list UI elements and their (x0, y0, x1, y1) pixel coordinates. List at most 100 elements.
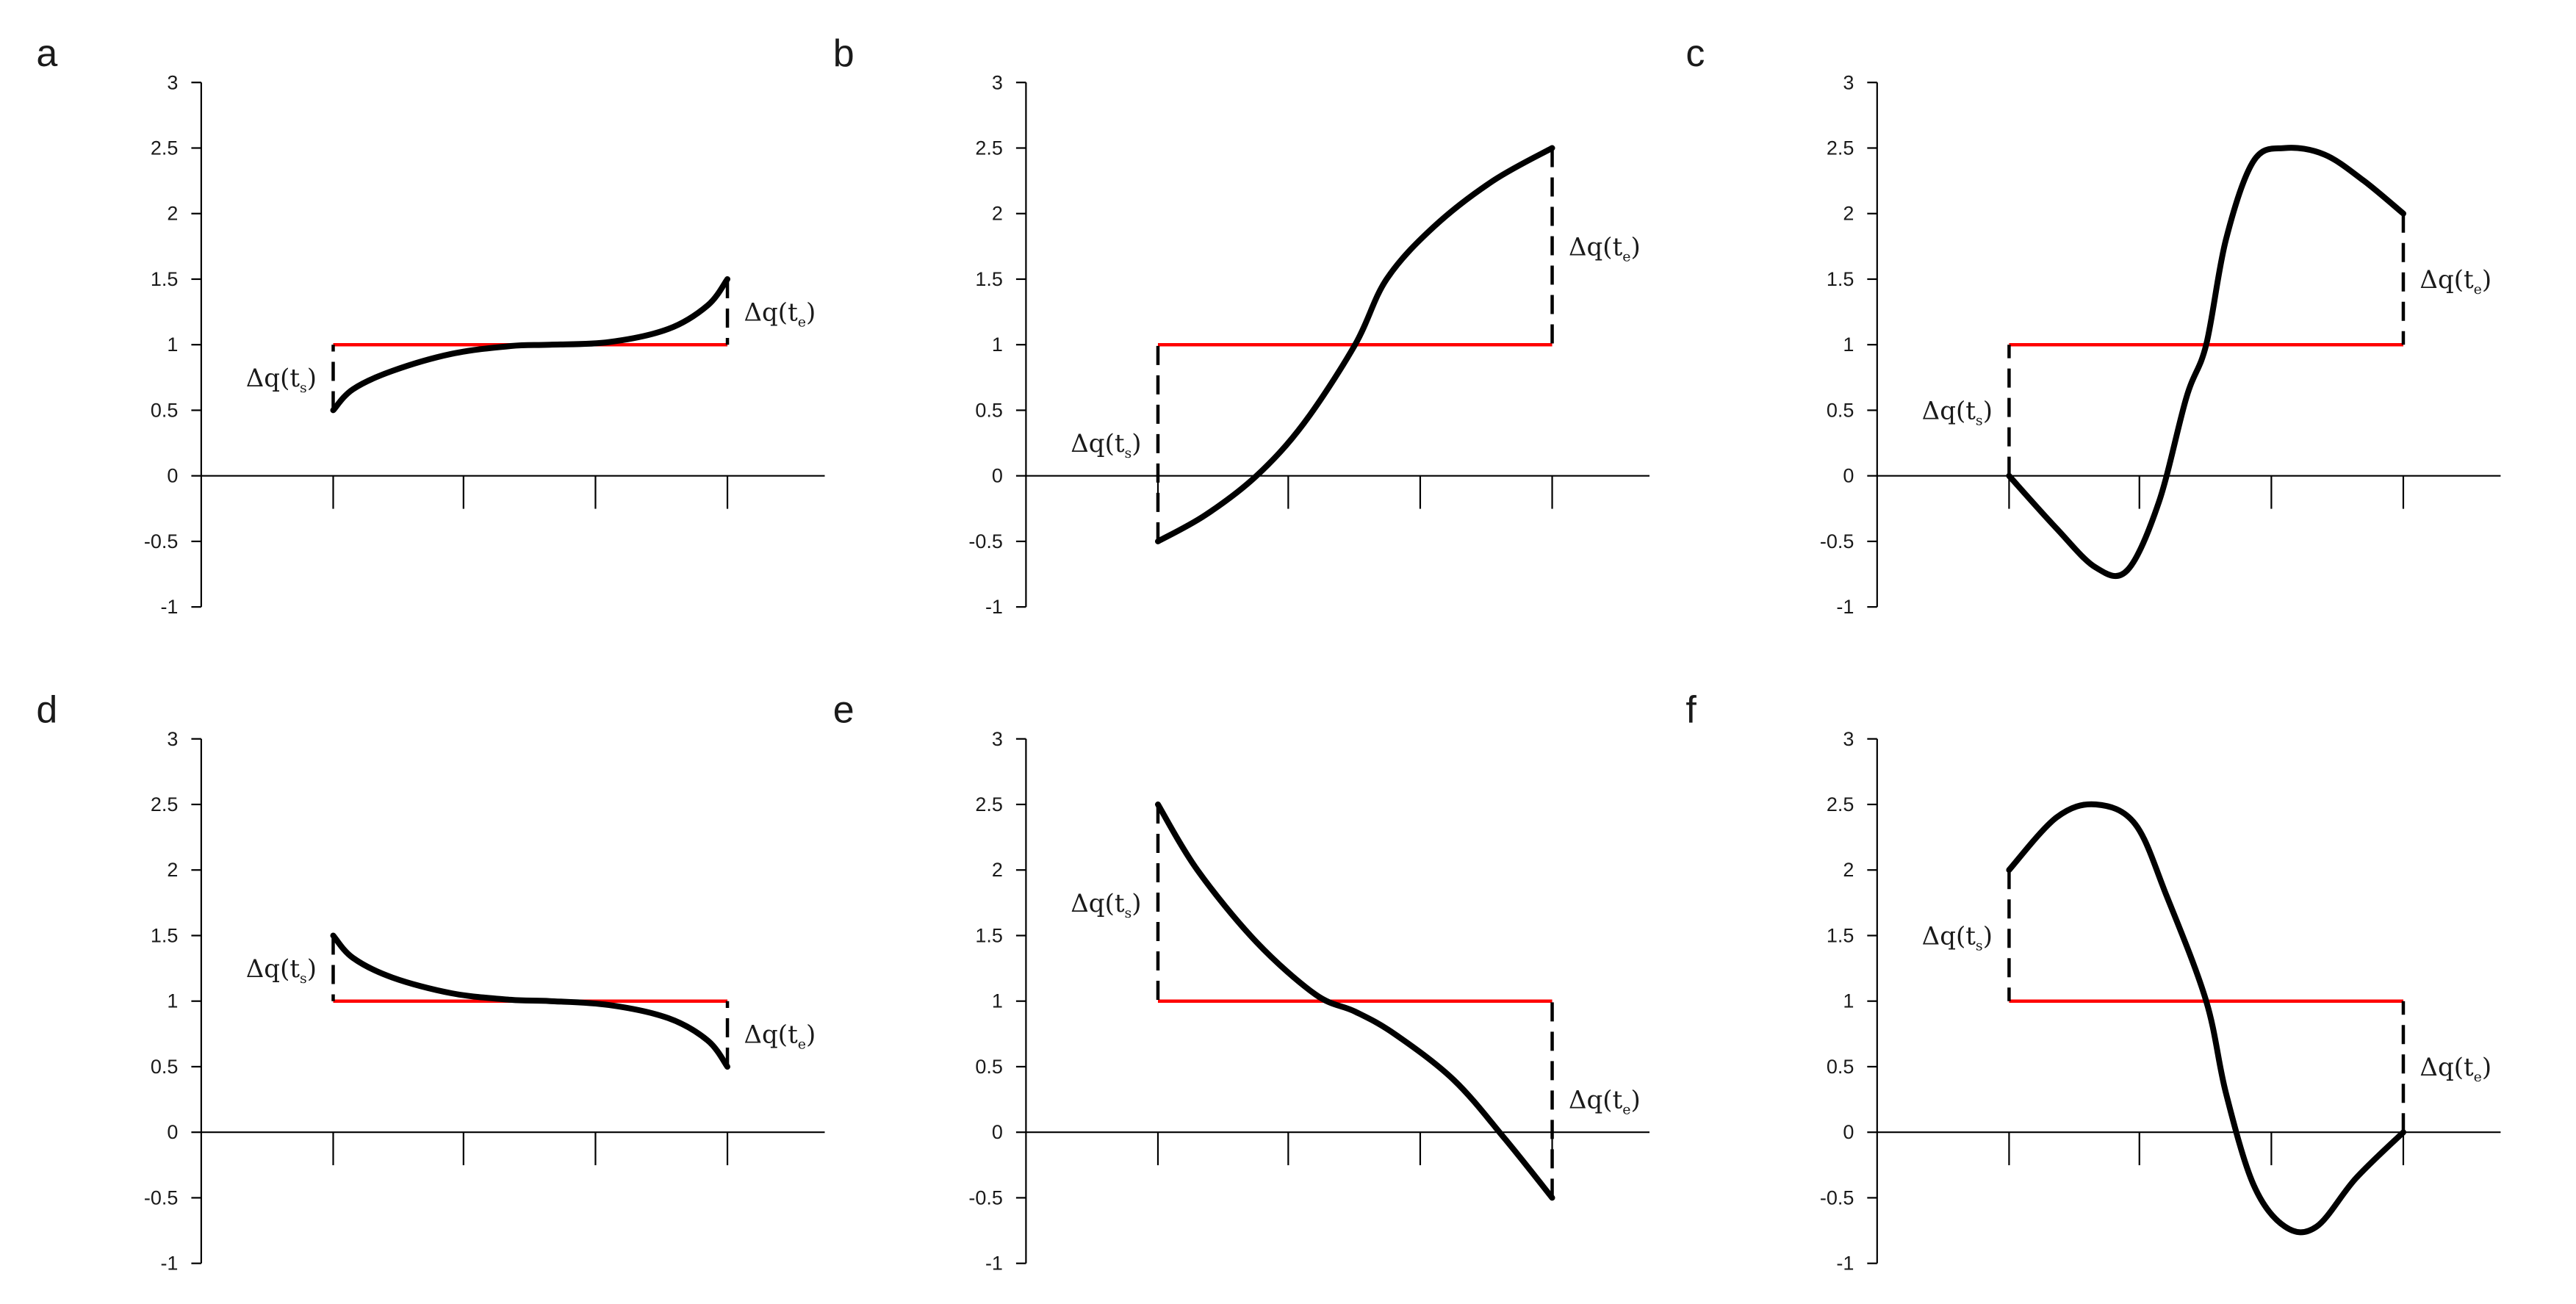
y-tick-label: 2 (992, 859, 1003, 881)
delta-label-close: ) (1983, 921, 1993, 951)
y-tick-label: 1.5 (1827, 268, 1854, 290)
y-tick-label: -0.5 (1820, 1186, 1854, 1208)
y-tick-label: 2 (167, 203, 178, 225)
delta-label-subscript: e (2474, 1069, 2482, 1085)
delta-label-end: Δq(te) (744, 1020, 816, 1052)
delta-label-main: Δq(t (1071, 429, 1125, 458)
delta-label-subscript: e (2474, 281, 2482, 298)
delta-label-subscript: e (798, 1036, 806, 1052)
data-curve (1155, 802, 1555, 1201)
y-tick-label: 3 (1843, 71, 1854, 93)
y-tick-label: 2.5 (1827, 793, 1854, 815)
delta-label-main: Δq(t (1569, 1086, 1623, 1115)
y-tick-label: 0 (167, 1121, 178, 1143)
panel-label: d (36, 688, 57, 731)
y-tick-label: 2.5 (151, 137, 179, 159)
y-tick-label: 0 (1843, 1121, 1854, 1143)
y-tick-label: 3 (992, 728, 1003, 750)
delta-label-main: Δq(t (2420, 1053, 2474, 1082)
y-tick-label: 2.5 (975, 793, 1003, 815)
delta-label-close: ) (307, 364, 317, 393)
chart-panel-d: d32.521.510.50-0.5-1Δq(ts)Δq(te) (36, 688, 825, 1275)
y-tick-label: 0 (167, 465, 178, 487)
y-tick-label: 1 (992, 990, 1003, 1012)
y-tick-label: 0.5 (151, 1056, 179, 1078)
y-tick-label: 1.5 (975, 924, 1003, 946)
y-tick-label: -1 (985, 596, 1003, 618)
delta-label-main: Δq(t (2420, 265, 2474, 295)
delta-label-close: ) (1132, 429, 1141, 458)
delta-label-main: Δq(t (246, 954, 301, 984)
y-tick-label: -1 (160, 596, 178, 618)
data-curve (2006, 801, 2406, 1236)
y-tick-label: -1 (160, 1253, 178, 1275)
delta-label-subscript: e (1622, 1102, 1630, 1118)
y-tick-label: 0 (992, 465, 1003, 487)
y-tick-label: -0.5 (968, 530, 1003, 552)
delta-label-main: Δq(t (744, 298, 798, 328)
y-tick-label: -0.5 (1820, 530, 1854, 552)
delta-label-end: Δq(te) (744, 298, 816, 331)
y-tick-label: -1 (1836, 596, 1854, 618)
delta-label-subscript: s (1125, 905, 1132, 921)
y-tick-label: 0.5 (975, 399, 1003, 421)
y-tick-label: 1 (992, 334, 1003, 356)
y-tick-label: 0 (992, 1121, 1003, 1143)
y-tick-label: 1.5 (151, 924, 179, 946)
panel-label: a (36, 32, 57, 75)
delta-label-subscript: s (300, 380, 307, 396)
y-tick-label: 0.5 (151, 399, 179, 421)
y-tick-label: 1 (167, 990, 178, 1012)
panel-label: c (1685, 32, 1705, 75)
y-tick-label: -1 (1836, 1253, 1854, 1275)
panel-label: b (833, 32, 855, 75)
y-tick-label: 1 (1843, 990, 1854, 1012)
delta-label-close: ) (2482, 265, 2492, 295)
delta-label-start: Δq(ts) (1922, 921, 1993, 954)
y-tick-label: -0.5 (968, 1186, 1003, 1208)
y-tick-label: 3 (167, 728, 178, 750)
delta-label-start: Δq(ts) (246, 954, 317, 987)
y-tick-label: -0.5 (144, 1186, 179, 1208)
y-tick-label: 3 (992, 71, 1003, 93)
y-tick-label: 2.5 (1827, 137, 1854, 159)
delta-label-main: Δq(t (1569, 232, 1623, 262)
y-tick-label: 0.5 (1827, 1056, 1854, 1078)
delta-label-close: ) (307, 954, 317, 984)
delta-label-subscript: e (798, 314, 806, 331)
delta-label-main: Δq(t (1922, 396, 1976, 425)
delta-label-main: Δq(t (744, 1020, 798, 1049)
chart-panel-a: a32.521.510.50-0.5-1Δq(ts)Δq(te) (36, 32, 825, 618)
y-tick-label: 0 (1843, 465, 1854, 487)
delta-label-end: Δq(te) (1569, 1086, 1641, 1118)
data-curve (1155, 145, 1555, 544)
delta-label-start: Δq(ts) (1071, 889, 1141, 921)
delta-label-close: ) (1983, 396, 1993, 425)
delta-label-end: Δq(te) (1569, 232, 1641, 264)
y-tick-label: -0.5 (144, 530, 179, 552)
data-curve (330, 276, 730, 414)
delta-label-main: Δq(t (1922, 921, 1976, 951)
delta-label-end: Δq(te) (2420, 1053, 2492, 1085)
y-tick-label: 1 (1843, 334, 1854, 356)
y-tick-label: 2 (1843, 203, 1854, 225)
delta-label-start: Δq(ts) (1071, 429, 1141, 461)
delta-label-subscript: s (1976, 412, 1983, 428)
y-tick-label: 2.5 (151, 793, 179, 815)
delta-label-main: Δq(t (1071, 889, 1125, 918)
delta-label-start: Δq(ts) (246, 364, 317, 396)
delta-label-close: ) (1630, 1086, 1640, 1115)
y-tick-label: 1 (167, 334, 178, 356)
chart-panel-f: f32.521.510.50-0.5-1Δq(ts)Δq(te) (1685, 688, 2501, 1275)
delta-label-subscript: e (1622, 248, 1630, 264)
y-tick-label: 1.5 (975, 268, 1003, 290)
panel-label: e (833, 688, 855, 731)
delta-label-close: ) (2482, 1053, 2492, 1082)
data-curve (2006, 145, 2406, 580)
delta-label-start: Δq(ts) (1922, 396, 1993, 428)
delta-label-subscript: s (1976, 937, 1983, 954)
delta-label-close: ) (806, 1020, 816, 1049)
y-tick-label: -1 (985, 1253, 1003, 1275)
data-curve (330, 932, 730, 1070)
